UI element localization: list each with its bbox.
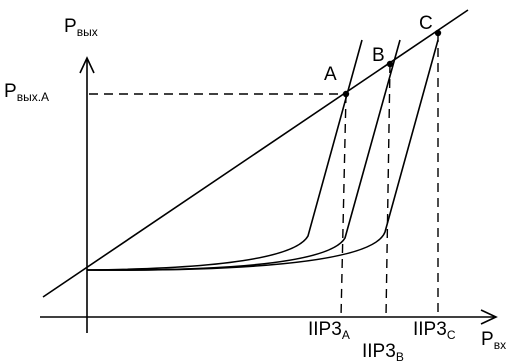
curve-a (86, 39, 363, 271)
iip3-c-label: IIP3C (413, 319, 456, 342)
point-b-label: B (372, 45, 385, 66)
iip3-a-label: IIP3A (308, 319, 350, 342)
curve-c (86, 39, 439, 271)
reference-line (42, 9, 469, 298)
point-a-marker (342, 90, 350, 98)
y-level-label: Pвых.A (4, 81, 49, 104)
intersection-points (342, 29, 442, 98)
x-axis-label: Pвх (481, 329, 506, 352)
iip3-a-guide (340, 93, 347, 318)
dashed-guides (89, 33, 439, 318)
point-b-marker (386, 60, 394, 68)
point-c-label: C (419, 13, 433, 34)
y-axis-label: Pвых (64, 16, 98, 39)
iip3-b-guide (385, 63, 391, 318)
iip3-b-label: IIP3B (362, 341, 404, 363)
point-c-marker (434, 29, 442, 37)
y-axis-arrow (79, 56, 95, 74)
axes (40, 56, 498, 333)
labels: Pвых Pвых.A A B C IIP3A IIP3B IIP3C Pвх (4, 13, 506, 363)
x-axis-arrow (480, 309, 498, 325)
point-a-label: A (324, 64, 337, 85)
response-curves (86, 39, 439, 271)
